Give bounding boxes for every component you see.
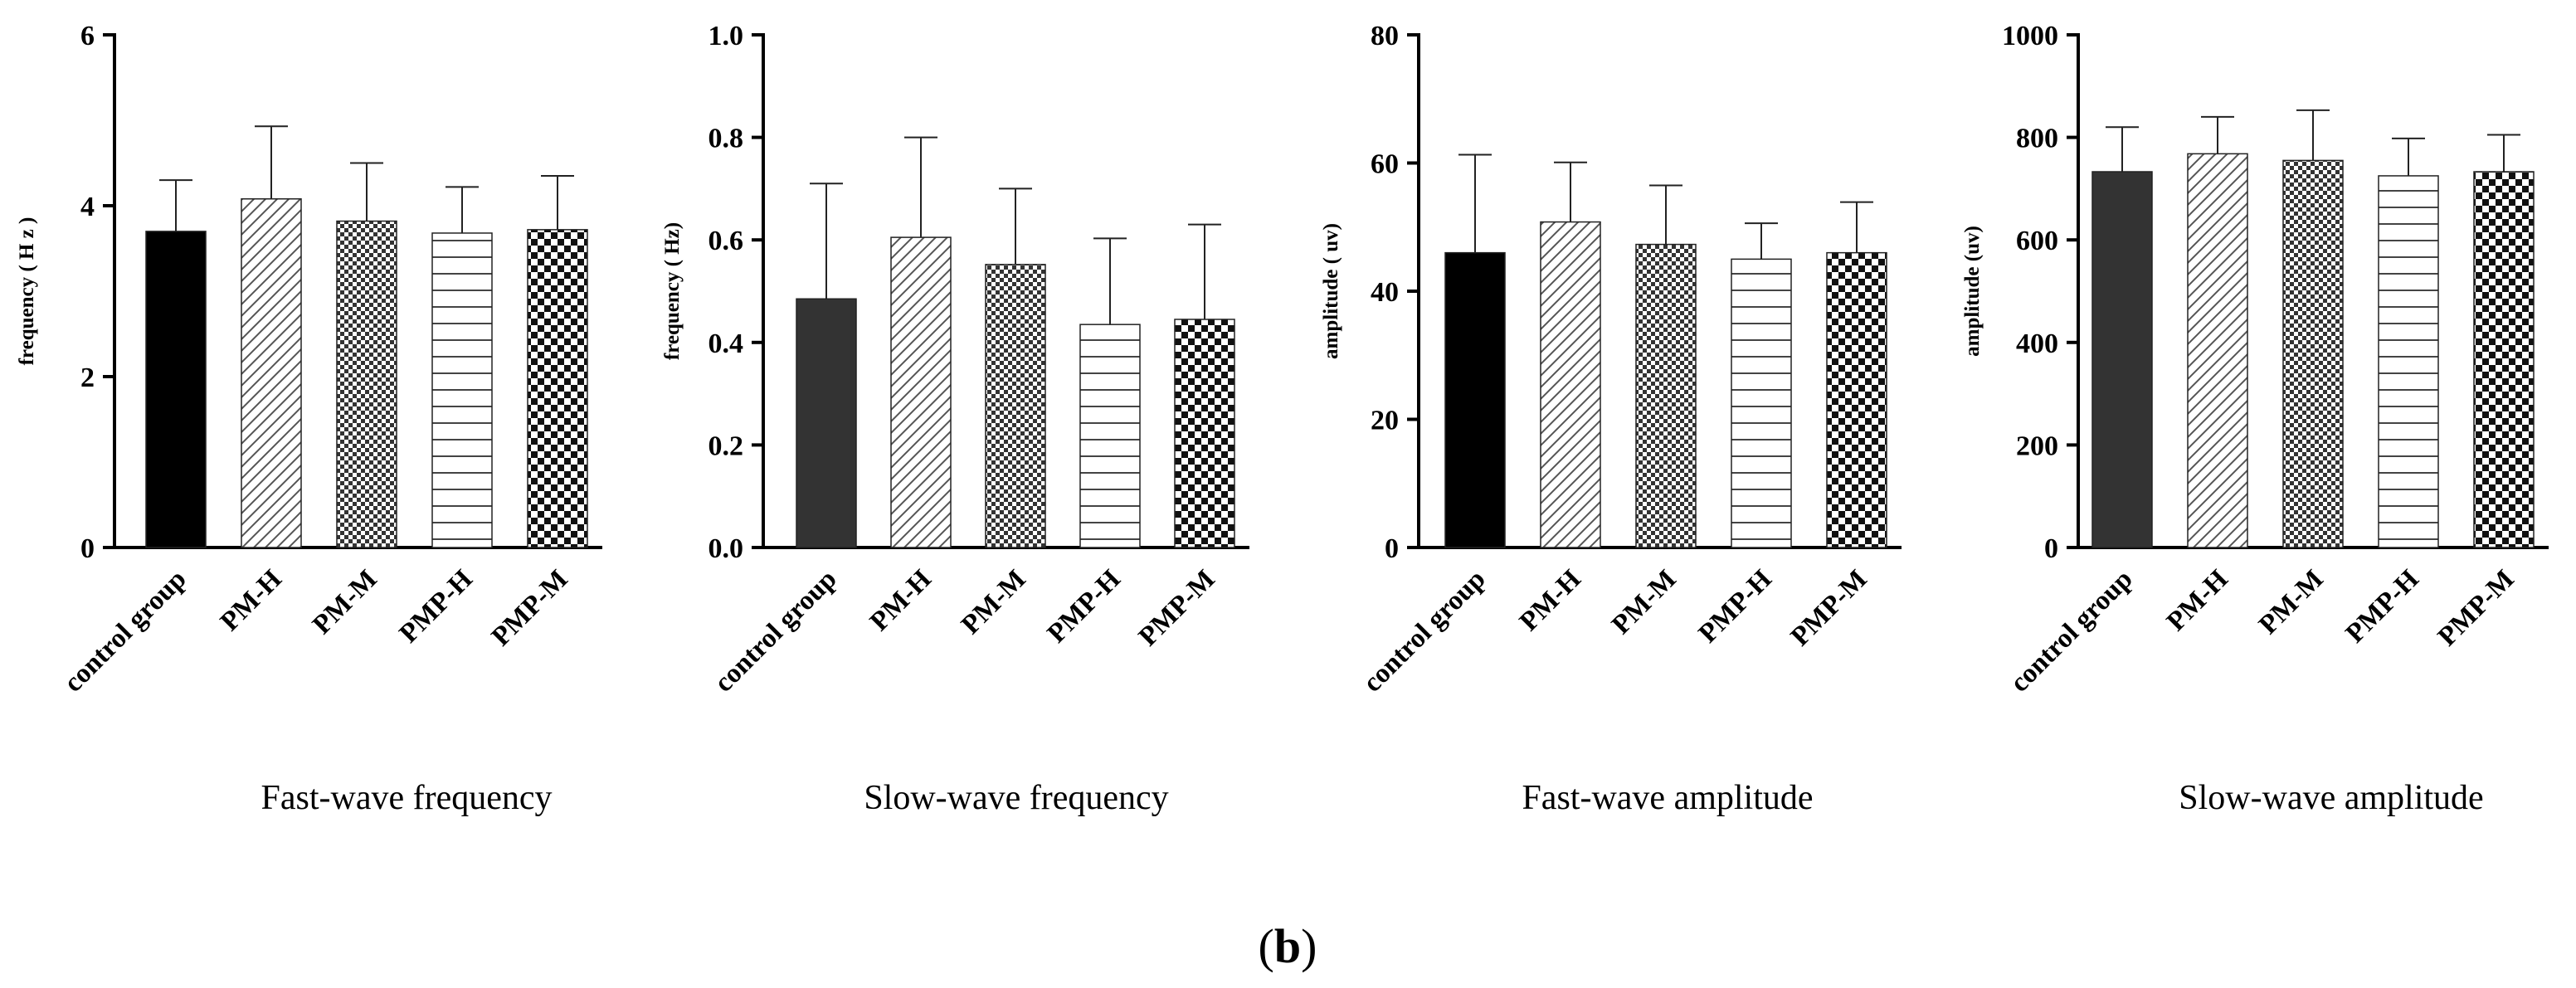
bar — [2473, 171, 2535, 548]
x-category-label: control group — [1357, 564, 1491, 698]
chart-title: Fast-wave frequency — [261, 779, 552, 817]
panel-label-letter: b — [1274, 919, 1301, 973]
y-tick-label: 600 — [2016, 226, 2058, 256]
bar — [336, 220, 397, 548]
chart-title: Slow-wave frequency — [864, 779, 1168, 817]
x-category-label: PM-M — [307, 564, 383, 640]
y-axis-label: frequency ( H z ) — [16, 217, 38, 366]
x-category-label: control group — [709, 564, 842, 698]
x-category-label: PM-H — [2161, 564, 2234, 637]
y-tick-label: 0 — [2044, 533, 2058, 564]
y-tick-label: 1.0 — [709, 21, 744, 51]
x-category-label: PMP-H — [2340, 564, 2425, 649]
bar — [1635, 243, 1697, 548]
bars — [145, 125, 588, 548]
x-categories: control group PM-H PM-M PMP-H PMP-M — [709, 564, 1220, 698]
bar — [145, 231, 207, 548]
bar — [2187, 153, 2248, 548]
bar — [527, 229, 588, 548]
x-category-label: PM-H — [215, 564, 288, 637]
y-tick-label: 2 — [80, 363, 95, 393]
bar — [1174, 319, 1235, 548]
x-category-label: PMP-M — [486, 564, 574, 652]
y-tick-label: 400 — [2016, 329, 2058, 359]
bar — [985, 264, 1046, 548]
y-ticks: 0 2 4 6 — [80, 21, 114, 564]
y-axis-label: frequency ( Hz) — [661, 222, 684, 360]
y-ticks: 0.0 0.2 0.4 0.6 0.8 1.0 — [709, 21, 763, 564]
y-tick-label: 1000 — [2002, 21, 2058, 51]
chart-title: Slow-wave amplitude — [2179, 779, 2483, 817]
chart-fast-wave-frequency: 0 2 4 6 control group PM-H PM-M PMP-H PMP-M fre… — [16, 21, 602, 817]
x-category-label: PM-M — [956, 564, 1032, 640]
bar — [1079, 324, 1141, 548]
bar — [2282, 159, 2344, 548]
chart-fast-wave-amplitude: 0 20 40 60 80 control group PM-H PM-M PMP-H PMP-… — [1320, 21, 1902, 817]
y-tick-label: 800 — [2016, 124, 2058, 154]
y-tick-label: 40 — [1371, 277, 1399, 308]
x-categories: control group PM-H PM-M PMP-H PMP-M — [1357, 564, 1872, 698]
x-category-label: PMP-M — [1133, 564, 1221, 652]
x-category-label: PM-H — [864, 564, 937, 637]
x-category-label: PM-H — [1514, 564, 1587, 637]
bar — [1540, 221, 1601, 548]
bar — [890, 236, 952, 548]
x-categories: control group PM-H PM-M PMP-H PMP-M — [58, 564, 573, 698]
bars — [2091, 109, 2535, 548]
x-category-label: PMP-H — [394, 564, 479, 649]
y-tick-label: 0.6 — [709, 226, 744, 256]
panel-label-close: ) — [1301, 919, 1317, 973]
y-tick-label: 60 — [1371, 149, 1399, 180]
bars — [796, 136, 1235, 548]
y-ticks: 0 20 40 60 80 — [1371, 21, 1419, 564]
bars — [1444, 153, 1887, 548]
y-tick-label: 200 — [2016, 431, 2058, 461]
y-tick-label: 0.4 — [709, 329, 744, 359]
y-tick-label: 20 — [1371, 406, 1399, 436]
y-tick-label: 0 — [1385, 533, 1399, 564]
bar — [2378, 175, 2439, 548]
y-tick-label: 0.0 — [709, 533, 744, 564]
y-ticks: 0 200 400 600 800 1000 — [2002, 21, 2078, 564]
x-category-label: PMP-H — [1693, 564, 1778, 649]
y-tick-label: 4 — [80, 192, 95, 222]
x-category-label: control group — [58, 564, 192, 698]
y-tick-label: 6 — [80, 21, 95, 51]
x-category-label: control group — [2004, 564, 2138, 698]
bar — [2091, 171, 2153, 548]
bar — [431, 232, 493, 548]
bar — [1731, 258, 1792, 548]
bar — [241, 198, 302, 548]
figure-panel-label: (b) — [1259, 919, 1317, 973]
bar — [1444, 251, 1506, 548]
x-categories: control group PM-H PM-M PMP-H PMP-M — [2004, 564, 2520, 698]
bar — [1826, 251, 1887, 548]
y-tick-label: 80 — [1371, 21, 1399, 51]
y-tick-label: 0.2 — [709, 431, 744, 461]
x-category-label: PMP-M — [2432, 564, 2520, 652]
y-axis-label: amplitude ( uv) — [1320, 223, 1342, 359]
chart-slow-wave-frequency: 0.0 0.2 0.4 0.6 0.8 1.0 control group PM-H PM-M… — [661, 21, 1249, 817]
x-category-label: PMP-M — [1785, 564, 1873, 652]
x-category-label: PMP-H — [1042, 564, 1127, 649]
y-tick-label: 0.8 — [709, 124, 744, 154]
panel-label-open: ( — [1259, 919, 1274, 973]
y-tick-label: 0 — [80, 533, 95, 564]
y-axis-label: amplitude (uv) — [1961, 226, 1984, 357]
bar — [796, 298, 857, 548]
chart-title: Fast-wave amplitude — [1522, 779, 1813, 817]
x-category-label: PM-M — [1606, 564, 1682, 640]
x-category-label: PM-M — [2253, 564, 2330, 640]
